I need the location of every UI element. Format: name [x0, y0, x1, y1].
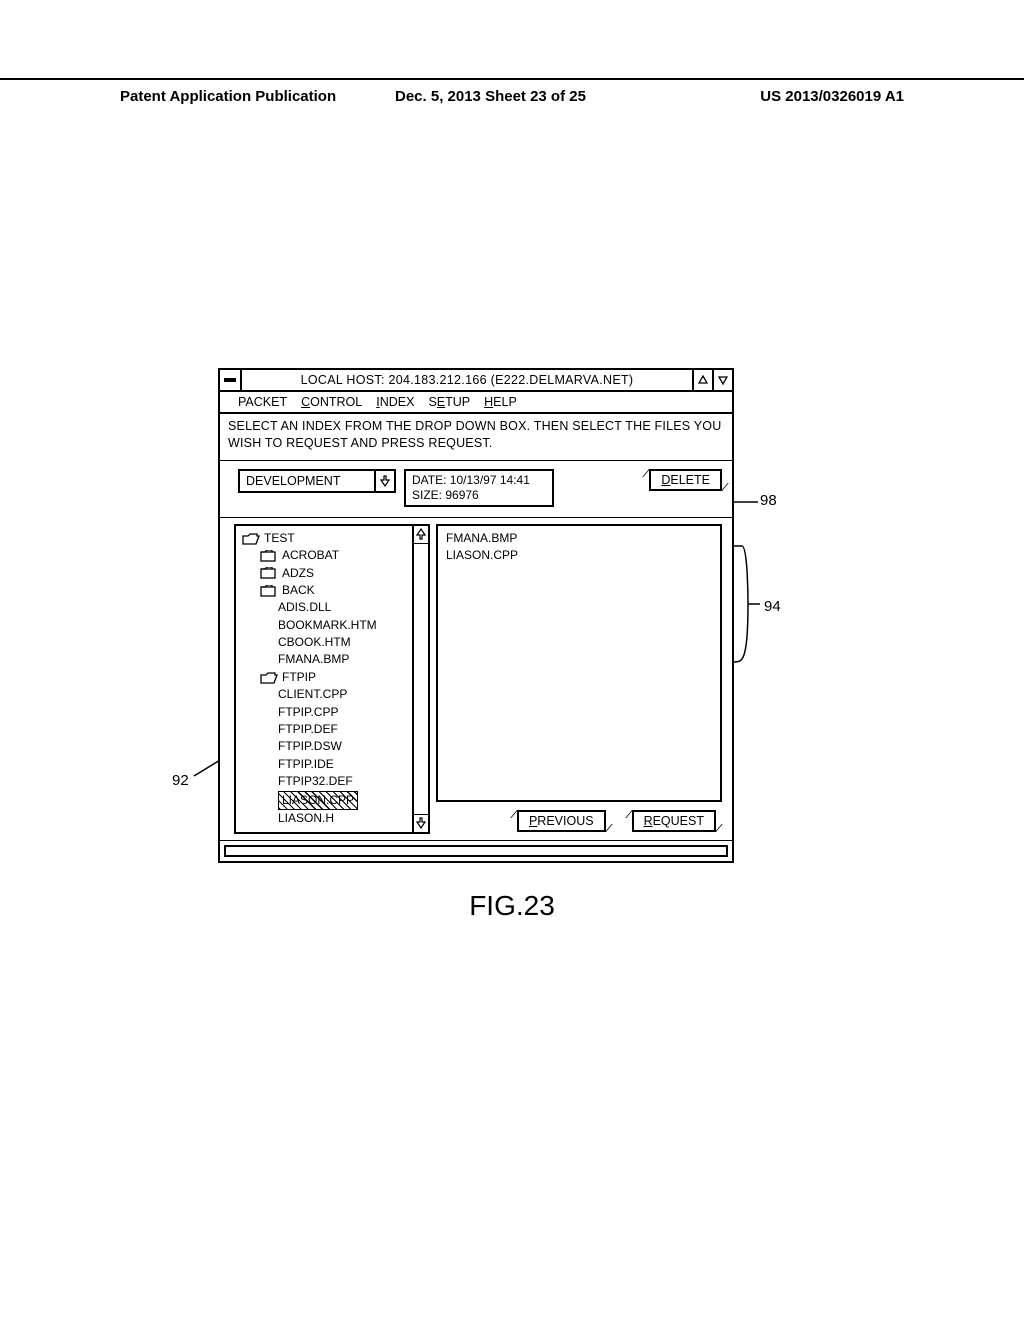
- titlebar: LOCAL HOST: 204.183.212.166 (E222.DELMAR…: [220, 370, 732, 392]
- instruction-text: SELECT AN INDEX FROM THE DROP DOWN BOX. …: [220, 414, 732, 461]
- selected-file-item[interactable]: FMANA.BMP: [446, 530, 712, 547]
- system-menu-icon[interactable]: [220, 370, 242, 390]
- tree-folder[interactable]: TEST: [242, 530, 408, 547]
- tree-folder[interactable]: BACK: [242, 582, 408, 599]
- file-tree[interactable]: TESTACROBATADZSBACKADIS.DLLBOOKMARK.HTMC…: [234, 524, 412, 834]
- tree-file[interactable]: FTPIP32.DEF: [242, 773, 408, 790]
- scroll-track[interactable]: [414, 544, 428, 814]
- tree-file[interactable]: CBOOK.HTM: [242, 634, 408, 651]
- index-dropdown[interactable]: DEVELOPMENT: [238, 469, 396, 493]
- dropdown-arrow-icon[interactable]: [374, 471, 394, 491]
- meta-date-value: 10/13/97 14:41: [450, 473, 530, 487]
- menu-control[interactable]: CONTROL: [301, 395, 362, 409]
- statusbar: [220, 840, 732, 861]
- tree-file[interactable]: FMANA.BMP: [242, 651, 408, 668]
- tree-scrollbar[interactable]: [412, 524, 430, 834]
- meta-size-label: SIZE:: [412, 488, 442, 502]
- callout-94: 94: [764, 598, 781, 615]
- file-meta-box: DATE: 10/13/97 14:41 SIZE: 96976: [404, 469, 554, 507]
- minimize-button[interactable]: [692, 370, 712, 390]
- menubar: PACKET CONTROL INDEX SETUP HELP: [220, 392, 732, 414]
- tree-file[interactable]: LIASON.CPP: [242, 791, 408, 810]
- scroll-up-icon[interactable]: [414, 526, 428, 544]
- header-right: US 2013/0326019 A1: [760, 88, 904, 105]
- callout-92: 92: [172, 772, 189, 789]
- scroll-down-icon[interactable]: [414, 814, 428, 832]
- tree-file[interactable]: CLIENT.CPP: [242, 686, 408, 703]
- statusbar-well: [224, 845, 728, 857]
- callout-98: 98: [760, 492, 777, 509]
- menu-index[interactable]: INDEX: [376, 395, 414, 409]
- app-window: LOCAL HOST: 204.183.212.166 (E222.DELMAR…: [218, 368, 734, 863]
- tree-file[interactable]: BOOKMARK.HTM: [242, 617, 408, 634]
- request-button[interactable]: REQUEST: [632, 810, 716, 832]
- selected-file-item[interactable]: LIASON.CPP: [446, 547, 712, 564]
- previous-button[interactable]: PREVIOUS: [517, 810, 606, 832]
- window-title: LOCAL HOST: 204.183.212.166 (E222.DELMAR…: [242, 370, 692, 390]
- tree-file[interactable]: ADIS.DLL: [242, 599, 408, 616]
- page-rule: [0, 78, 1024, 80]
- callout-94-leader: [734, 546, 768, 666]
- menu-packet[interactable]: PACKET: [238, 395, 287, 409]
- header-left: Patent Application Publication: [120, 88, 336, 105]
- meta-size-value: 96976: [445, 488, 478, 502]
- tree-folder[interactable]: ACROBAT: [242, 547, 408, 564]
- tree-file[interactable]: FTPIP.IDE: [242, 756, 408, 773]
- tree-file[interactable]: LIASON.H: [242, 810, 408, 827]
- tree-file[interactable]: FTPIP.DSW: [242, 738, 408, 755]
- tree-folder[interactable]: ADZS: [242, 565, 408, 582]
- maximize-button[interactable]: [712, 370, 732, 390]
- delete-button[interactable]: DELETE: [649, 469, 722, 491]
- menu-setup[interactable]: SETUP: [428, 395, 470, 409]
- figure-caption: FIG.23: [0, 890, 1024, 922]
- selected-files-panel[interactable]: FMANA.BMPLIASON.CPP: [436, 524, 722, 802]
- index-dropdown-value: DEVELOPMENT: [240, 471, 374, 491]
- tree-file[interactable]: FTPIP.DEF: [242, 721, 408, 738]
- meta-date-label: DATE:: [412, 473, 446, 487]
- menu-help[interactable]: HELP: [484, 395, 517, 409]
- tree-folder[interactable]: FTPIP: [242, 669, 408, 686]
- tree-file[interactable]: FTPIP.CPP: [242, 704, 408, 721]
- header-center: Dec. 5, 2013 Sheet 23 of 25: [395, 88, 586, 105]
